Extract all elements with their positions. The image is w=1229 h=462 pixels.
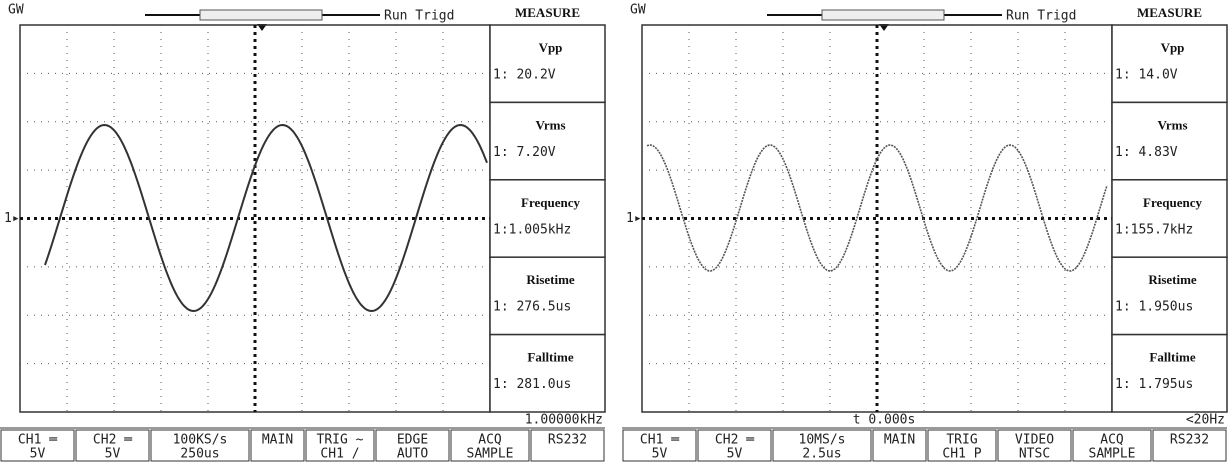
bottom-cell-text: SAMPLE xyxy=(467,447,514,462)
bottom-cell-text: CH1 ═ xyxy=(640,433,679,448)
bottom-cell xyxy=(1152,429,1227,462)
menu-box xyxy=(1111,179,1228,258)
logo: GW xyxy=(630,3,646,18)
measurement-name: Risetime xyxy=(526,272,575,287)
bottom-cell-text: MAIN xyxy=(884,433,915,448)
bottom-cell-text: EDGE xyxy=(397,433,428,448)
bottom-cell-text: TRIG xyxy=(946,433,977,448)
measurement-name: Vpp xyxy=(539,40,563,55)
measurement-name: Frequency xyxy=(521,195,580,210)
bottom-cell-text: 5V xyxy=(105,447,121,462)
menu-title: MEASURE xyxy=(1137,5,1202,20)
measurement-value: 1:155.7kHz xyxy=(1115,222,1193,237)
bottom-cell xyxy=(697,429,772,462)
measurement-value: 1: 20.2V xyxy=(493,68,556,83)
menu-box xyxy=(489,256,606,336)
scope-screen: GW Run Trigd 1▸ MEASURE Vpp 1: 14.0V Vrms 1: 4.… xyxy=(622,3,1228,462)
bottom-cell-text: RS232 xyxy=(548,433,587,448)
menu-box xyxy=(1111,333,1228,413)
logo: GW xyxy=(8,3,24,18)
measurement-name: Falltime xyxy=(527,350,573,365)
bottom-cell-text: CH2 ═ xyxy=(715,433,754,448)
measurement-value: 1: 14.0V xyxy=(1115,68,1178,83)
measurement-value: 1: 1.950us xyxy=(1115,300,1193,315)
status: Run Trigd xyxy=(384,9,454,24)
bottom-cell-text: TRIG ~ xyxy=(317,433,364,448)
bottom-cell-text: RS232 xyxy=(1170,433,1209,448)
bottom-cell-text: 100KS/s xyxy=(173,433,228,448)
bottom-cell xyxy=(622,429,697,462)
waveform-trace xyxy=(44,123,488,313)
bottom-cell-text: MAIN xyxy=(262,433,293,448)
bottom-cell-text: CH1 P xyxy=(942,447,981,462)
bottom-cell xyxy=(0,429,75,462)
memory-window xyxy=(199,9,323,21)
bottom-cell-text: 5V xyxy=(727,447,743,462)
bottom-cell-text: 2.5us xyxy=(802,447,841,462)
menu-box xyxy=(489,179,606,258)
measurement-name: Vrms xyxy=(1157,117,1187,132)
menu-title: MEASURE xyxy=(515,5,580,20)
bottom-cell xyxy=(75,429,150,462)
menu-box xyxy=(489,24,606,104)
channel-marker: 1▸ xyxy=(4,211,20,226)
memory-window xyxy=(821,9,945,21)
bottom-cell xyxy=(1072,429,1152,462)
bottom-cell-text: CH2 ═ xyxy=(93,433,132,448)
bottom-cell-text: SAMPLE xyxy=(1089,447,1136,462)
measurement-name: Risetime xyxy=(1148,272,1197,287)
measurement-name: Vpp xyxy=(1161,40,1185,55)
bottom-cell xyxy=(530,429,605,462)
measurement-name: Frequency xyxy=(1143,195,1202,210)
menu-box xyxy=(1111,101,1228,181)
bottom-cell xyxy=(927,429,997,462)
bottom-cell xyxy=(305,429,375,462)
menu-box xyxy=(1111,24,1228,104)
bottom-cell-text: NTSC xyxy=(1019,447,1050,462)
bottom-cell-text: ACQ xyxy=(478,433,502,448)
measurement-value: 1: 281.0us xyxy=(493,377,571,392)
status: Run Trigd xyxy=(1006,9,1076,24)
bottom-cell-text: 5V xyxy=(652,447,668,462)
frequency-readout: 1.00000kHz xyxy=(525,413,603,428)
waveform-trace xyxy=(646,144,1108,272)
bottom-cell-text: 250us xyxy=(180,447,219,462)
bottom-cell-text: CH1 / xyxy=(320,447,359,462)
measurement-value: 1: 276.5us xyxy=(493,300,571,315)
bottom-cell xyxy=(150,429,250,462)
measurement-name: Falltime xyxy=(1149,350,1195,365)
frequency-readout: <20Hz xyxy=(1186,413,1225,428)
measurement-value: 1: 4.83V xyxy=(1115,145,1178,160)
bottom-cell xyxy=(872,429,927,462)
measurement-value: 1: 1.795us xyxy=(1115,377,1193,392)
bottom-cell xyxy=(375,429,450,462)
scope-screen: GW Run Trigd 1▸ MEASURE Vpp 1: 20.2V Vrms 1: 7.… xyxy=(0,3,606,462)
time-readout: t 0.000s xyxy=(853,413,916,428)
menu-box xyxy=(489,333,606,413)
bottom-cell xyxy=(772,429,872,462)
bottom-cell xyxy=(450,429,530,462)
bottom-cell-text: AUTO xyxy=(397,447,428,462)
bottom-cell xyxy=(250,429,305,462)
measurement-name: Vrms xyxy=(535,117,565,132)
channel-marker: 1▸ xyxy=(626,211,642,226)
bottom-cell xyxy=(997,429,1072,462)
bottom-cell-text: 5V xyxy=(30,447,46,462)
menu-box xyxy=(1111,256,1228,336)
menu-box xyxy=(489,101,606,181)
bottom-cell-text: CH1 ═ xyxy=(18,433,57,448)
measurement-value: 1: 7.20V xyxy=(493,145,556,160)
measurement-value: 1:1.005kHz xyxy=(493,222,571,237)
bottom-cell-text: ACQ xyxy=(1100,433,1124,448)
bottom-cell-text: VIDEO xyxy=(1015,433,1054,448)
bottom-cell-text: 10MS/s xyxy=(799,433,846,448)
